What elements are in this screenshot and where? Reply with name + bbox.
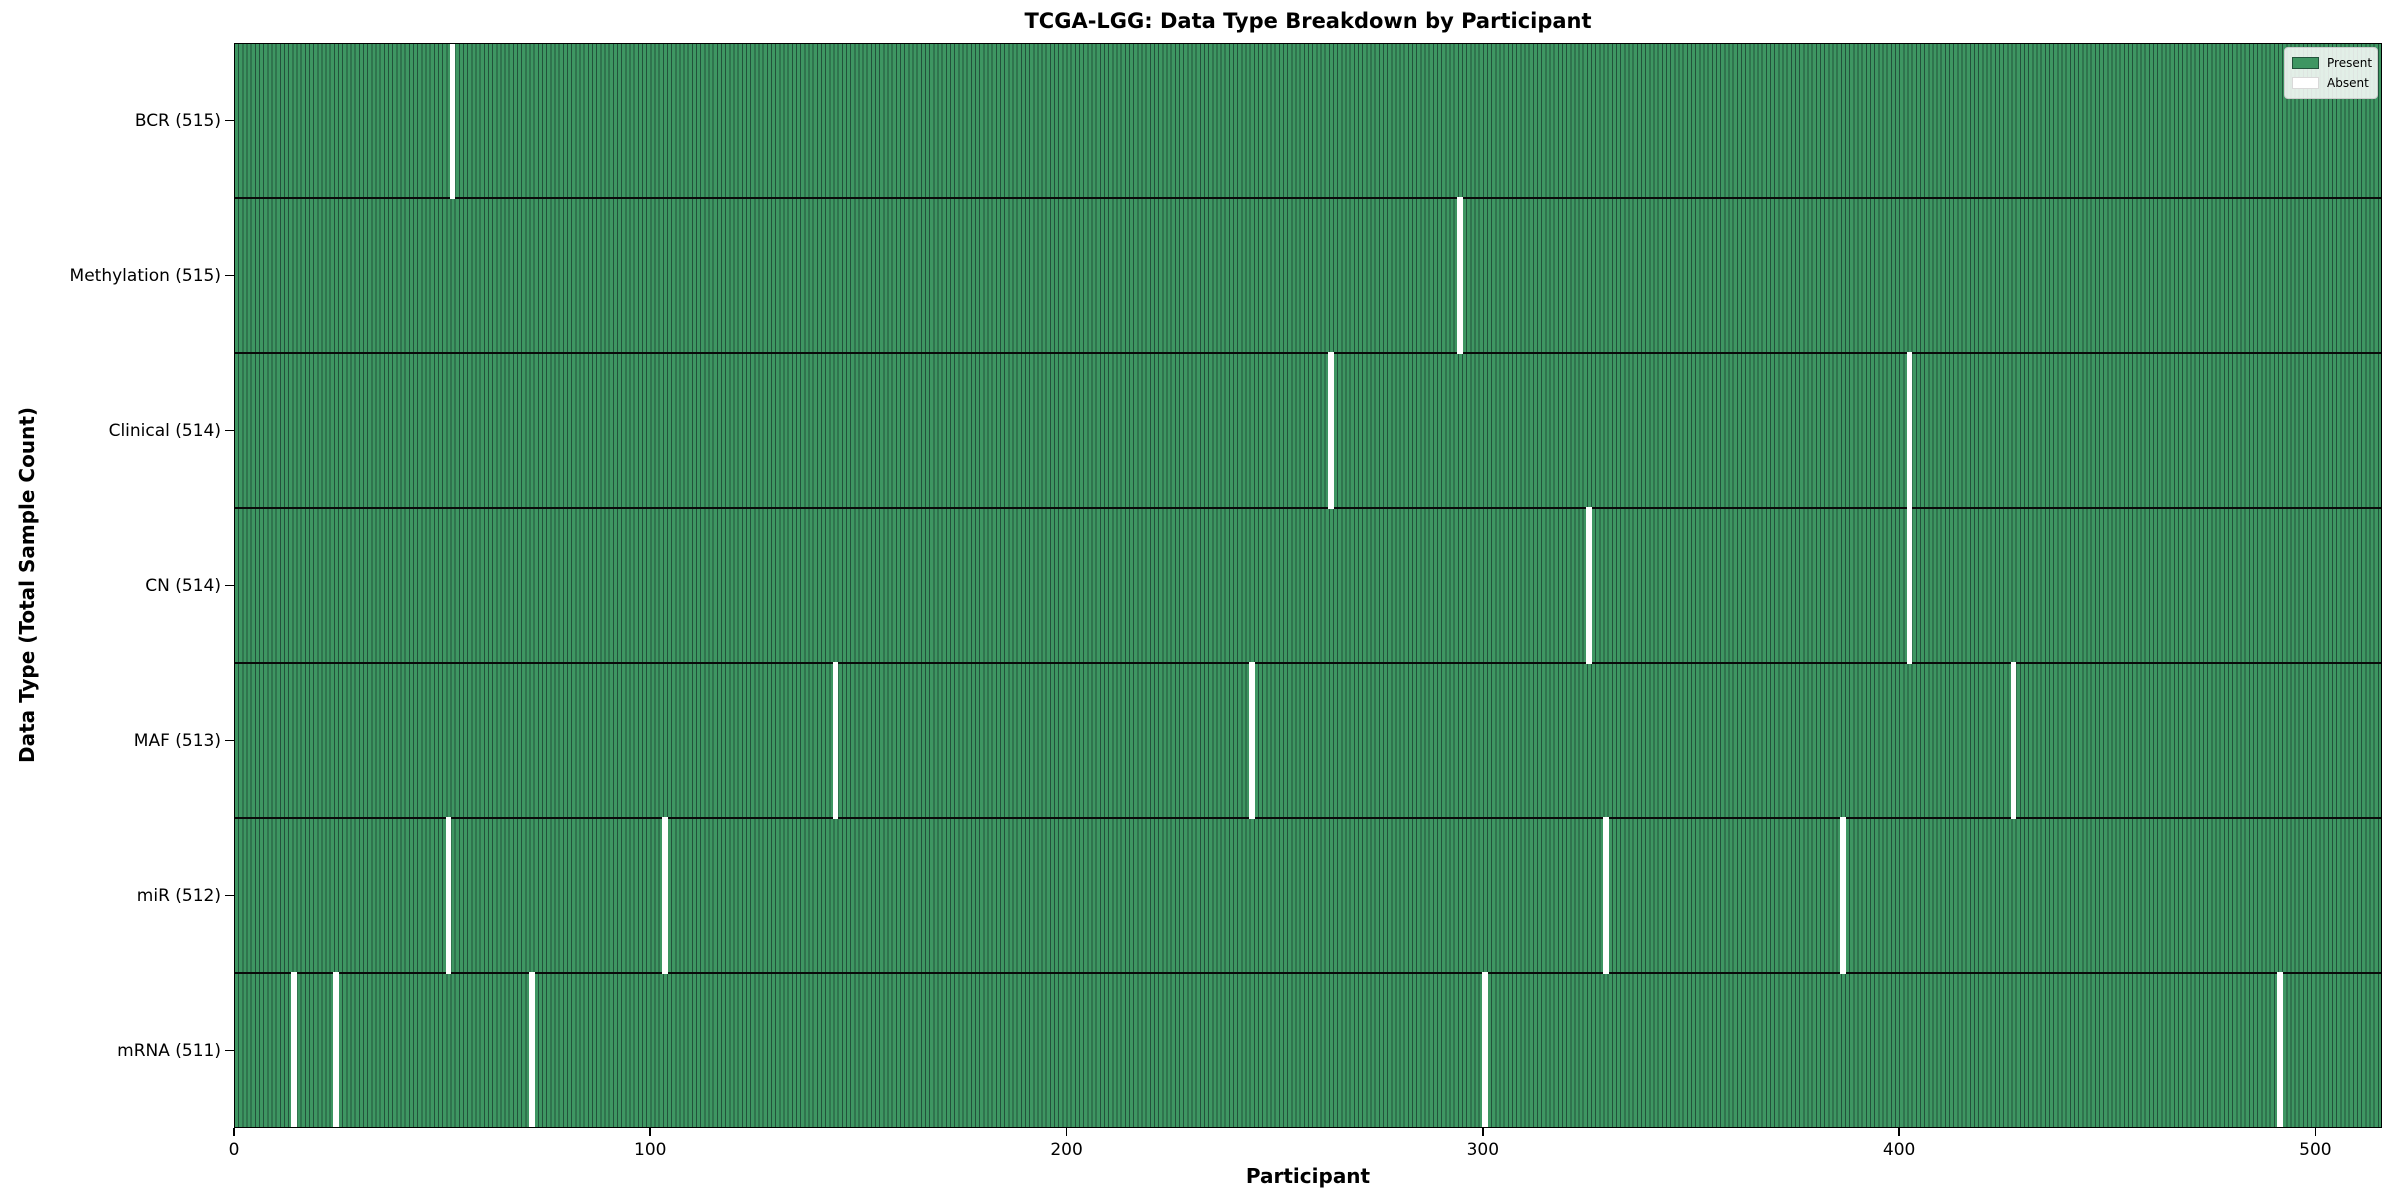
plot-area: Present Absent [234, 43, 2382, 1128]
row-boundary [234, 662, 2382, 664]
absent-gap [1328, 351, 1334, 510]
y-tick [225, 119, 234, 122]
x-tick [1898, 1128, 1900, 1136]
absent-gap [1906, 506, 1913, 665]
absent-gap [449, 43, 456, 200]
absent-gap [291, 971, 298, 1128]
absent-gap [1457, 196, 1463, 355]
y-tick-label: miR (512) [136, 885, 221, 906]
absent-gap [1248, 661, 1255, 820]
legend-label-present: Present [2327, 56, 2373, 70]
row-boundary [234, 972, 2382, 974]
legend: Present Absent [2284, 47, 2378, 99]
x-tick [2314, 1128, 2317, 1136]
absent-gap [445, 816, 452, 975]
x-tick-label: 0 [228, 1140, 240, 1160]
y-tick-label: CN (514) [145, 575, 221, 596]
x-tick-label: 300 [1466, 1140, 1500, 1160]
y-tick [225, 739, 234, 742]
x-tick [1065, 1128, 1068, 1136]
absent-gap [1482, 971, 1488, 1128]
absent-gap [661, 816, 668, 975]
row-boundary [234, 352, 2382, 354]
x-tick-label: 500 [2299, 1140, 2332, 1160]
absent-gap [1586, 506, 1592, 665]
x-tick-label: 100 [634, 1140, 667, 1160]
x-tick [233, 1128, 235, 1136]
x-tick [649, 1128, 652, 1136]
y-tick-label: mRNA (511) [117, 1040, 221, 1061]
plot-border [234, 43, 2382, 1128]
row-boundary [234, 197, 2382, 199]
row-boundary [234, 507, 2382, 509]
y-tick [225, 274, 234, 277]
absent-gap [528, 971, 535, 1128]
row-boundary [234, 817, 2382, 819]
absent-gap [1840, 816, 1846, 975]
chart-title: TCGA-LGG: Data Type Breakdown by Partici… [1024, 9, 1592, 33]
legend-entry-absent: Absent [2292, 73, 2370, 93]
y-tick-label: Methylation (515) [69, 265, 221, 286]
x-tick [1482, 1128, 1484, 1136]
x-tick-label: 400 [1882, 1140, 1916, 1160]
y-tick [225, 429, 234, 432]
absent-gap [1906, 351, 1913, 510]
x-tick-label: 200 [1050, 1140, 1083, 1160]
y-tick [225, 1049, 234, 1052]
absent-gap [2010, 661, 2017, 820]
legend-entry-present: Present [2292, 53, 2373, 73]
y-tick [225, 894, 234, 897]
absent-gap [832, 661, 839, 820]
y-tick-label: BCR (515) [134, 110, 221, 131]
y-tick-label: Clinical (514) [108, 420, 221, 441]
absent-gap [1602, 816, 1609, 975]
present-swatch-icon [2292, 57, 2319, 69]
x-axis-title: Participant [1245, 1164, 1371, 1188]
absent-swatch-icon [2292, 77, 2319, 89]
absent-gap [333, 971, 339, 1128]
y-tick-label: MAF (513) [133, 730, 221, 751]
y-tick [225, 584, 234, 587]
legend-label-absent: Absent [2327, 76, 2369, 90]
absent-gap [2277, 971, 2283, 1128]
